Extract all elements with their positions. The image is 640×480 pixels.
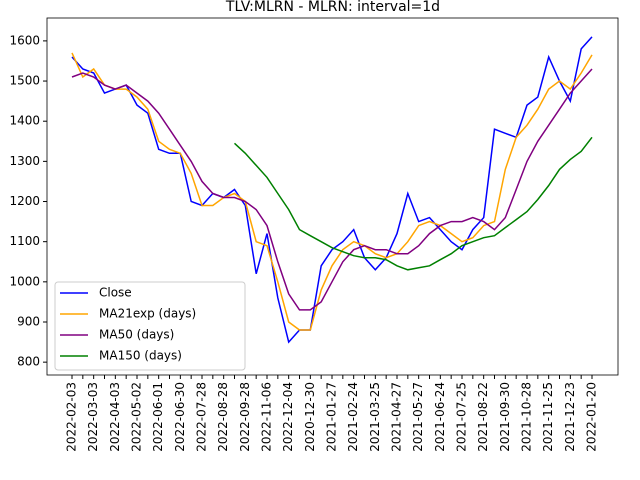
- x-tick-label: 2022-04-03: [108, 382, 122, 452]
- x-tick-label: 2021-03-25: [368, 382, 382, 452]
- x-tick-label: 2022-02-03: [65, 382, 79, 452]
- series-line: [233, 136, 593, 271]
- x-tick-label: 2022-08-28: [216, 382, 230, 452]
- y-tick-label: 800: [17, 355, 40, 369]
- x-tick-label: 2022-09-28: [238, 382, 252, 452]
- series-line: [71, 36, 593, 344]
- y-tick-label: 1000: [9, 274, 40, 288]
- x-tick-label: 2021-09-30: [498, 382, 512, 452]
- x-tick-label: 2022-12-04: [281, 382, 295, 452]
- legend-label: MA21exp (days): [99, 307, 196, 321]
- y-tick-label: 1600: [9, 33, 40, 47]
- legend-label: MA150 (days): [99, 349, 182, 363]
- series-line: [71, 52, 593, 331]
- x-tick-label: 2022-07-28: [195, 382, 209, 452]
- y-tick-label: 900: [17, 314, 40, 328]
- y-tick-label: 1500: [9, 74, 40, 88]
- series-line: [71, 68, 593, 311]
- x-tick-label: 2021-11-25: [541, 382, 555, 452]
- x-tick-label: 2021-07-25: [455, 382, 469, 452]
- x-tick-label: 2022-03-03: [86, 382, 100, 452]
- x-tick-label: 2020-12-30: [303, 382, 317, 452]
- y-tick-label: 1200: [9, 194, 40, 208]
- x-tick-label: 2022-06-01: [151, 382, 165, 452]
- x-tick-label: 2021-04-27: [390, 382, 404, 452]
- y-tick-label: 1300: [9, 154, 40, 168]
- legend-label: MA50 (days): [99, 328, 174, 342]
- y-tick-label: 1400: [9, 114, 40, 128]
- y-tick-label: 1100: [9, 234, 40, 248]
- x-tick-label: 2021-10-28: [520, 382, 534, 452]
- x-tick-label: 2022-01-20: [585, 382, 599, 452]
- x-tick-label: 2022-05-02: [130, 382, 144, 452]
- x-tick-label: 2021-12-23: [563, 382, 577, 452]
- x-tick-label: 2021-02-24: [346, 382, 360, 452]
- x-tick-label: 2022-11-06: [260, 382, 274, 452]
- legend-box: [54, 281, 246, 371]
- legend-label: Close: [99, 286, 132, 300]
- x-tick-label: 2022-06-30: [173, 382, 187, 452]
- x-tick-label: 2021-06-24: [433, 382, 447, 452]
- x-tick-label: 2021-05-27: [411, 382, 425, 452]
- chart-title: TLV:MLRN - MLRN: interval=1d: [225, 0, 440, 15]
- plot-frame: [46, 17, 619, 376]
- x-tick-label: 2021-08-22: [476, 382, 490, 452]
- x-tick-label: 2021-01-27: [325, 382, 339, 452]
